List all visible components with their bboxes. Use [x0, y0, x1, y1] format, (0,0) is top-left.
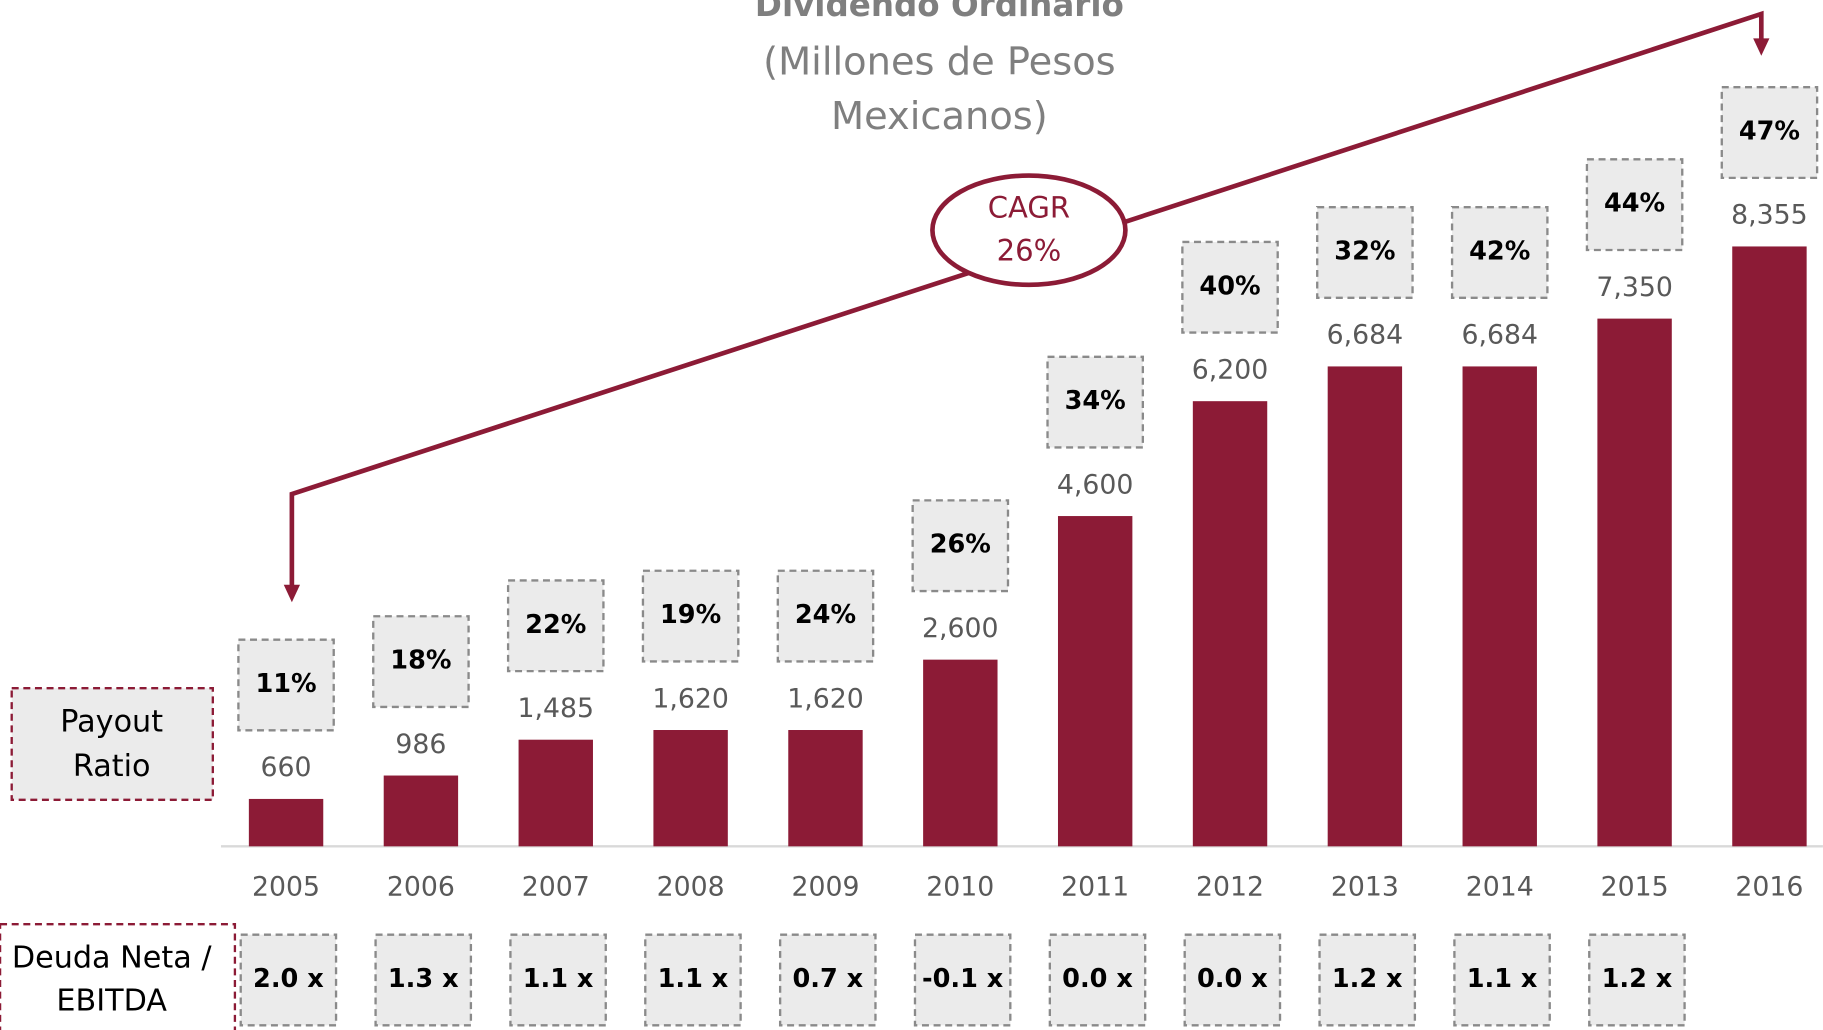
- bar: [1057, 516, 1133, 847]
- payout-box: [1720, 86, 1819, 180]
- bar: [1192, 401, 1268, 847]
- debt-label-box: [0, 923, 237, 1030]
- payout-value: 11%: [255, 669, 316, 699]
- payout-label-box: [10, 687, 214, 801]
- debt-box: [1183, 933, 1282, 1027]
- bar: [653, 730, 728, 847]
- chart-title: Dividendo Ordinario: [755, 0, 1124, 24]
- arrow-head: [1753, 38, 1770, 56]
- value-label: 2,600: [922, 613, 999, 644]
- debt-value: 1.2 x: [1332, 964, 1403, 994]
- bar: [1732, 246, 1807, 847]
- arrow-head: [283, 584, 301, 603]
- bar: [1597, 318, 1672, 847]
- debt-label: Deuda Neta /: [12, 941, 212, 976]
- bar: [518, 739, 593, 847]
- x-tick-label: 2005: [252, 872, 320, 903]
- x-tick-label: 2015: [1601, 872, 1669, 903]
- debt-label: EBITDA: [56, 984, 167, 1019]
- payout-box: [237, 638, 335, 732]
- value-label: 1,620: [652, 683, 729, 714]
- debt-box: [644, 933, 742, 1027]
- bar: [1462, 366, 1537, 847]
- payout-box: [1585, 158, 1684, 252]
- value-label: 986: [395, 729, 446, 760]
- x-tick-label: 2007: [522, 872, 590, 903]
- x-tick-label: 2012: [1196, 872, 1264, 903]
- debt-box: [509, 933, 607, 1027]
- payout-box: [641, 569, 740, 663]
- payout-value: 26%: [930, 530, 991, 560]
- payout-value: 24%: [795, 600, 856, 630]
- chart-subtitle: (Millones de Pesos: [763, 39, 1116, 84]
- debt-box: [1318, 933, 1417, 1027]
- value-label: 6,200: [1192, 354, 1268, 385]
- payout-box: [911, 499, 1010, 593]
- debt-value: 1.2 x: [1602, 964, 1673, 994]
- debt-value: 1.1 x: [523, 964, 594, 994]
- x-tick-label: 2009: [791, 872, 859, 903]
- payout-box: [506, 579, 605, 673]
- x-tick-label: 2011: [1061, 872, 1129, 903]
- value-label: 660: [261, 752, 312, 783]
- bar: [1327, 366, 1403, 847]
- debt-value: 0.0 x: [1197, 964, 1268, 994]
- debt-box: [374, 933, 473, 1027]
- payout-box: [1316, 205, 1414, 300]
- payout-value: 34%: [1065, 386, 1126, 416]
- value-label: 1,485: [518, 693, 595, 724]
- debt-box: [239, 933, 338, 1027]
- debt-value: 1.1 x: [658, 964, 729, 994]
- payout-value: 40%: [1199, 271, 1260, 301]
- debt-box: [1588, 933, 1686, 1027]
- value-label: 6,684: [1327, 320, 1404, 351]
- payout-value: 44%: [1604, 189, 1665, 219]
- payout-value: 47%: [1739, 117, 1800, 147]
- cagr-label: CAGR: [988, 190, 1070, 224]
- cagr-value: 26%: [997, 233, 1062, 267]
- value-label: 7,350: [1596, 272, 1673, 303]
- debt-value: 1.3 x: [388, 964, 459, 994]
- x-tick-label: 2013: [1331, 872, 1399, 903]
- bar: [383, 775, 459, 847]
- debt-value: 1.1 x: [1467, 964, 1538, 994]
- debt-box: [1453, 933, 1551, 1027]
- x-tick-label: 2008: [657, 872, 725, 903]
- value-label: 1,620: [787, 683, 864, 714]
- chart-subtitle: Mexicanos): [831, 94, 1048, 139]
- payout-label: Payout: [60, 705, 163, 740]
- x-tick-label: 2016: [1735, 872, 1803, 903]
- debt-box: [1048, 933, 1147, 1027]
- x-tick-label: 2010: [926, 872, 994, 903]
- payout-box: [372, 615, 470, 709]
- x-tick-label: 2014: [1466, 872, 1534, 903]
- bar: [788, 730, 863, 847]
- debt-value: 0.7 x: [792, 964, 863, 994]
- debt-value: 0.0 x: [1062, 964, 1133, 994]
- value-label: 4,600: [1057, 469, 1134, 500]
- debt-value: -0.1 x: [922, 964, 1004, 994]
- value-label: 8,355: [1731, 200, 1807, 231]
- bar: [923, 659, 998, 847]
- debt-box: [913, 933, 1012, 1027]
- debt-box: [778, 933, 877, 1027]
- bar: [248, 798, 324, 847]
- payout-value: 42%: [1469, 237, 1530, 267]
- payout-value: 22%: [525, 610, 586, 640]
- payout-box: [1450, 205, 1549, 300]
- payout-value: 18%: [390, 646, 451, 676]
- cagr-bubble: [930, 173, 1128, 288]
- payout-box: [776, 569, 875, 663]
- payout-label: Ratio: [73, 749, 151, 784]
- payout-box: [1181, 240, 1279, 334]
- debt-value: 2.0 x: [253, 964, 324, 994]
- x-tick-label: 2006: [387, 872, 455, 903]
- payout-value: 19%: [660, 600, 721, 630]
- value-label: 6,684: [1461, 320, 1538, 351]
- payout-box: [1046, 355, 1145, 449]
- payout-value: 32%: [1334, 237, 1395, 267]
